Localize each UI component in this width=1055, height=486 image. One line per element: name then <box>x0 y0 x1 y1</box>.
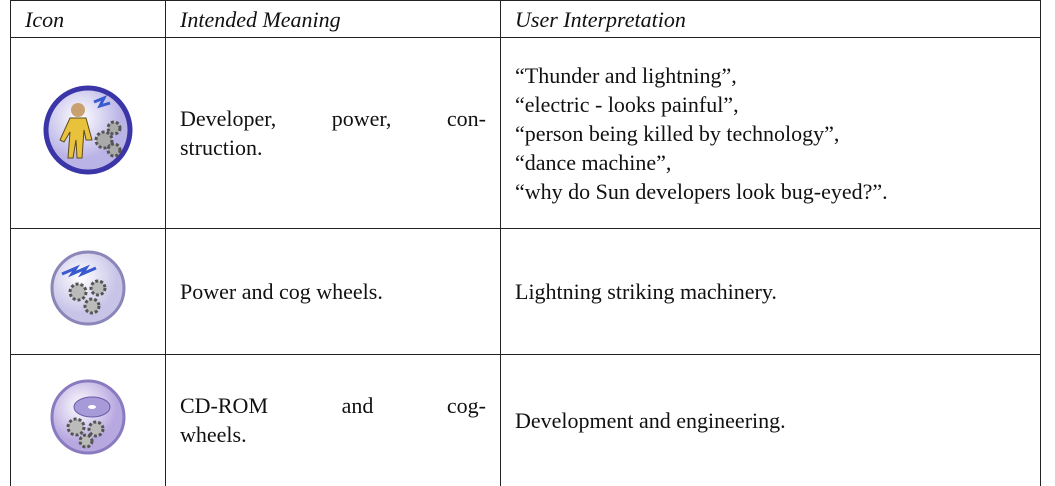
header-row: Icon Intended Meaning User Interpretatio… <box>10 0 1041 38</box>
row: CD-ROM and cog- wheels. Development and … <box>10 354 1041 486</box>
meaning-line: wheels. <box>180 422 247 448</box>
interpretation-line: “dance machine”, <box>515 149 672 175</box>
interpretation-line: “person being killed by technology”, <box>515 120 840 146</box>
power-icon <box>50 250 126 326</box>
header-cell: Intended Meaning <box>165 0 501 38</box>
icon-cell <box>10 354 166 486</box>
icon-cell <box>10 228 166 355</box>
meaning-line: Power and cog wheels. <box>180 279 383 304</box>
icon-cell <box>10 37 166 229</box>
meaning-cell: Power and cog wheels. <box>165 228 501 355</box>
interpretation-line: “why do Sun developers look bug-eyed?”. <box>515 178 888 204</box>
developer-icon <box>43 85 133 174</box>
interpretation-cell: Development and engineering. <box>500 354 1041 486</box>
interpretation-line: Lightning striking machinery. <box>515 279 777 304</box>
cdrom-icon <box>50 379 126 455</box>
meaning-line: struction. <box>180 135 263 160</box>
interpretation-cell: Lightning striking machinery. <box>500 228 1041 355</box>
meaning-cell: CD-ROM and cog- wheels. <box>165 354 501 486</box>
meaning-line: Developer, power, con- <box>180 106 486 131</box>
interpretation-line: “electric - looks painful”, <box>515 91 739 117</box>
interpretation-line: Development and engineering. <box>515 407 786 433</box>
meaning-cell: Developer, power, con- struction. <box>165 37 501 229</box>
header-cell: Icon <box>10 0 166 38</box>
interpretation-line: “Thunder and lightning”, <box>515 62 737 88</box>
row: Developer, power, con- struction. “Thund… <box>10 37 1041 229</box>
row: Power and cog wheels. Lightning striking… <box>10 228 1041 355</box>
meaning-line: CD-ROM and cog- <box>180 393 486 419</box>
icon-table: Icon Intended Meaning User Interpretatio… <box>10 0 1041 486</box>
header-cell: User Interpretation <box>500 0 1041 38</box>
interpretation-cell: “Thunder and lightning”, “electric - loo… <box>500 37 1041 229</box>
